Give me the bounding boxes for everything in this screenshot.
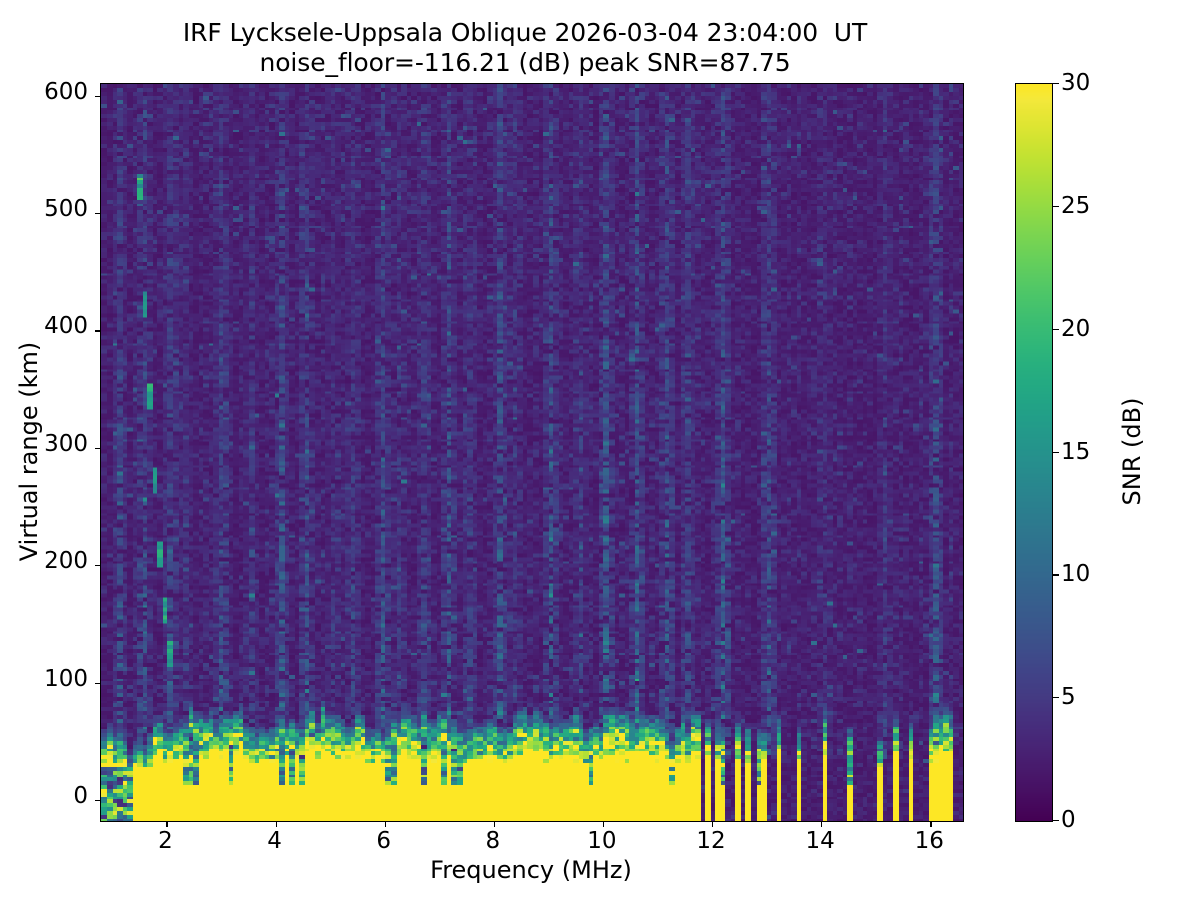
x-tick-label-14: 14 bbox=[805, 828, 835, 854]
colorbar-tick-label-15: 15 bbox=[1061, 438, 1091, 465]
colorbar-tick-label-5: 5 bbox=[1061, 684, 1076, 711]
colorbar-tick-25 bbox=[1053, 205, 1059, 208]
chart-title-line-2: noise_floor=-116.21 (dB) peak SNR=87.75 bbox=[259, 47, 791, 77]
x-tick-label-10: 10 bbox=[587, 828, 617, 854]
x-tick-label-12: 12 bbox=[696, 828, 726, 854]
x-tick-10 bbox=[602, 821, 605, 827]
y-tick-200 bbox=[95, 565, 101, 567]
x-tick-14 bbox=[821, 821, 823, 827]
x-tick-label-4: 4 bbox=[267, 828, 282, 854]
colorbar-tick-15 bbox=[1053, 451, 1059, 453]
x-tick-2 bbox=[166, 821, 168, 827]
y-tick-400 bbox=[95, 330, 101, 332]
x-tick-4 bbox=[275, 821, 277, 827]
colorbar-tick-label-20: 20 bbox=[1061, 315, 1091, 342]
y-axis-label: Virtual range (km) bbox=[15, 341, 43, 562]
x-tick-label-16: 16 bbox=[914, 828, 944, 854]
x-tick-label-6: 6 bbox=[376, 828, 392, 854]
ionogram-heatmap bbox=[101, 84, 963, 821]
y-tick-600 bbox=[95, 95, 101, 98]
x-tick-12 bbox=[712, 821, 714, 827]
x-tick-16 bbox=[930, 821, 932, 827]
colorbar-tick-5 bbox=[1053, 697, 1059, 699]
y-tick-500 bbox=[95, 213, 101, 215]
chart-title-line-1: IRF Lycksele-Uppsala Oblique 2026-03-04 … bbox=[182, 18, 868, 47]
y-tick-300 bbox=[95, 447, 101, 450]
colorbar bbox=[1015, 83, 1059, 822]
colorbar-tick-label-10: 10 bbox=[1061, 561, 1091, 588]
colorbar-tick-label-30: 30 bbox=[1061, 70, 1091, 96]
colorbar-tick-20 bbox=[1053, 328, 1059, 330]
x-axis-label: Frequency (MHz) bbox=[430, 856, 632, 884]
colorbar-tick-label-0: 0 bbox=[1061, 807, 1076, 833]
colorbar-gradient bbox=[1016, 84, 1052, 821]
x-tick-6 bbox=[384, 821, 386, 827]
x-tick-label-8: 8 bbox=[485, 828, 501, 854]
colorbar-tick-10 bbox=[1053, 574, 1059, 576]
chart-title: IRF Lycksele-Uppsala Oblique 2026-03-04 … bbox=[0, 18, 1050, 77]
x-tick-label-2: 2 bbox=[158, 828, 173, 854]
colorbar-strip bbox=[1015, 83, 1053, 822]
colorbar-tick-label-25: 25 bbox=[1061, 192, 1091, 219]
y-tick-100 bbox=[95, 682, 101, 684]
plot-axes bbox=[95, 83, 964, 827]
y-tick-0 bbox=[95, 799, 101, 802]
colorbar-label: SNR (dB) bbox=[1118, 397, 1146, 506]
colorbar-tick-30 bbox=[1053, 83, 1059, 85]
colorbar-tick-0 bbox=[1053, 820, 1059, 822]
x-tick-8 bbox=[493, 821, 496, 827]
